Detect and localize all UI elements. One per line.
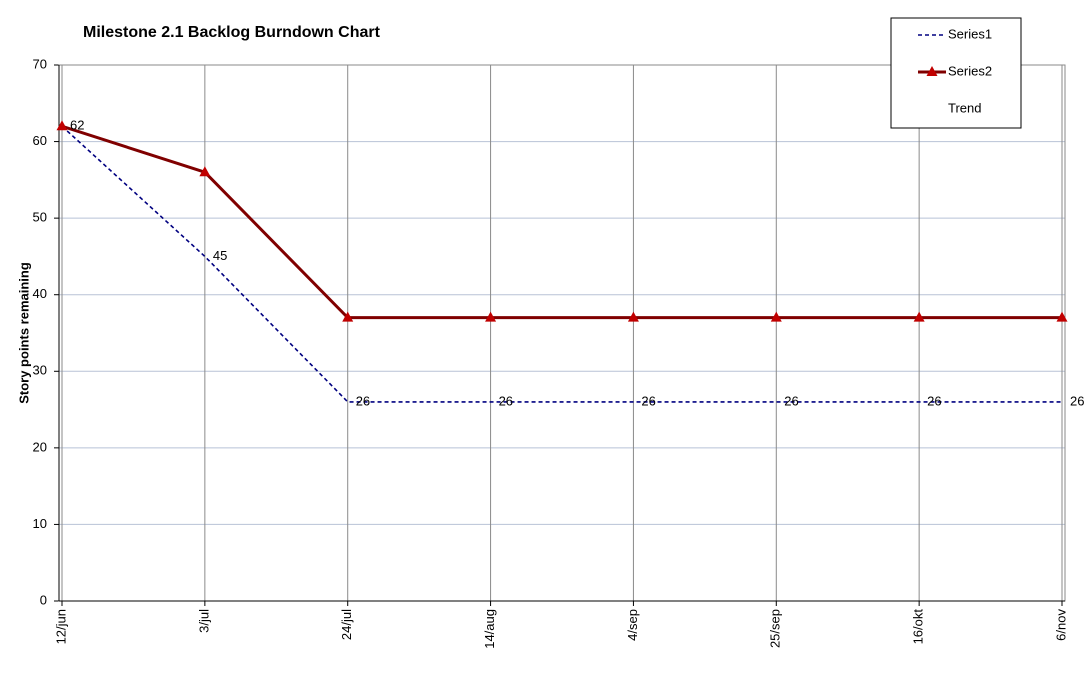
legend: Series1 Series2 Trend	[890, 17, 1022, 129]
y-tick-label: 30	[33, 363, 47, 378]
x-tick-label: 4/sep	[625, 609, 640, 641]
series-line	[61, 124, 1062, 320]
data-label: 26	[784, 393, 798, 408]
data-label: 26	[499, 393, 513, 408]
marker	[199, 166, 211, 177]
marker	[342, 311, 354, 322]
chart-title: Milestone 2.1 Backlog Burndown Chart	[83, 24, 381, 41]
y-tick-label: 40	[33, 286, 47, 301]
marker	[1056, 311, 1068, 322]
series-line	[61, 125, 1062, 403]
data-label: 26	[641, 393, 655, 408]
x-tick-label: 3/jul	[196, 609, 211, 633]
legend-label: Trend	[948, 100, 981, 115]
marker	[913, 311, 925, 322]
y-tick-label: 60	[33, 133, 47, 148]
y-axis-label: Story points remaining	[16, 262, 31, 404]
x-tick-label: 25/sep	[768, 609, 783, 648]
legend-label: Series2	[948, 63, 992, 78]
x-tick-label: 16/okt	[911, 609, 926, 645]
x-tick-label: 12/jun	[53, 609, 68, 644]
y-tick-label: 10	[33, 516, 47, 531]
marker	[485, 311, 497, 322]
legend-box	[890, 17, 1022, 129]
data-label: 26	[927, 393, 941, 408]
data-label: 26	[356, 393, 370, 408]
y-tick-label: 0	[40, 592, 47, 607]
legend-label: Series1	[948, 26, 992, 41]
y-tick-label: 20	[33, 439, 47, 454]
y-tick-label: 70	[33, 56, 47, 71]
marker	[770, 311, 782, 322]
x-tick-label: 6/nov	[1053, 609, 1068, 641]
x-tick-label: 24/jul	[339, 609, 354, 640]
marker	[627, 311, 639, 322]
data-label: 26	[1070, 393, 1084, 408]
data-label: 45	[213, 248, 227, 263]
marker	[56, 120, 68, 131]
legend-marker	[926, 66, 938, 76]
x-tick-label: 14/aug	[482, 609, 497, 649]
data-label: 62	[70, 118, 84, 133]
y-tick-label: 50	[33, 210, 47, 225]
